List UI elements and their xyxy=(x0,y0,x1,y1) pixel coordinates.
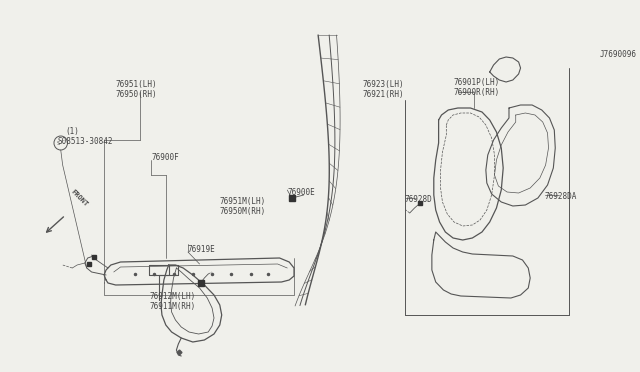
Text: 76923(LH): 76923(LH) xyxy=(362,80,404,89)
Text: S: S xyxy=(56,141,60,145)
Text: 76951M(LH): 76951M(LH) xyxy=(220,197,266,206)
Text: 76928DA: 76928DA xyxy=(545,192,577,201)
Text: 76901P(LH): 76901P(LH) xyxy=(453,78,499,87)
Text: 76950M(RH): 76950M(RH) xyxy=(220,207,266,216)
Text: 76900R(RH): 76900R(RH) xyxy=(453,88,499,97)
Text: S08513-30842: S08513-30842 xyxy=(58,137,113,146)
Text: 76950(RH): 76950(RH) xyxy=(116,90,157,99)
Text: 76900E: 76900E xyxy=(287,188,315,197)
Text: 76911M(RH): 76911M(RH) xyxy=(149,302,196,311)
Text: (1): (1) xyxy=(65,127,79,136)
Text: 76928D: 76928D xyxy=(405,195,433,204)
Text: 76919E: 76919E xyxy=(188,245,216,254)
Text: 76900F: 76900F xyxy=(151,153,179,162)
Text: FRONT: FRONT xyxy=(69,189,89,208)
Text: J7690096: J7690096 xyxy=(600,50,637,59)
Text: 76951(LH): 76951(LH) xyxy=(116,80,157,89)
Text: 76921(RH): 76921(RH) xyxy=(362,90,404,99)
Text: 76912M(LH): 76912M(LH) xyxy=(149,292,196,301)
